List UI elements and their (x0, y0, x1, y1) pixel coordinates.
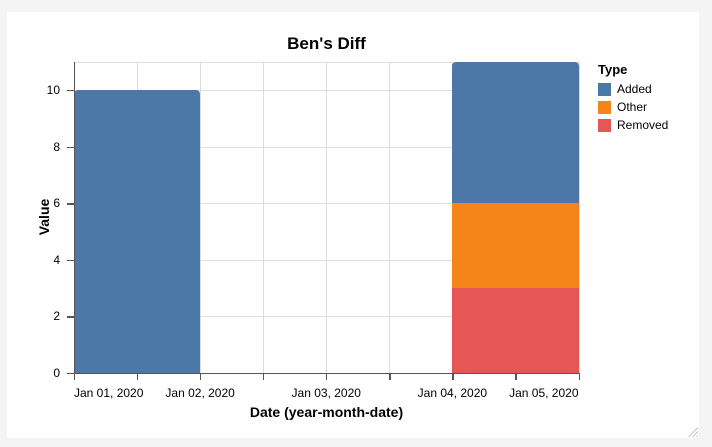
resize-grip-icon[interactable] (686, 425, 699, 438)
legend-swatch-other (598, 101, 611, 114)
x-gridline (389, 62, 391, 373)
y-tick-label: 0 (53, 366, 60, 380)
x-axis-tick (515, 374, 517, 380)
x-gridline (326, 62, 328, 373)
x-tick-label: Jan 03, 2020 (291, 386, 361, 400)
x-axis-domain (73, 373, 580, 375)
y-axis-domain (73, 62, 75, 374)
x-tick-label: Jan 01, 2020 (74, 386, 144, 400)
y-tick-label: 8 (53, 139, 60, 154)
y-axis-tick (67, 316, 74, 318)
x-axis-tick (326, 374, 328, 380)
x-axis-tick (263, 374, 265, 380)
legend-label: Other (617, 100, 648, 114)
y-axis-tick (67, 373, 74, 375)
y-axis-tick (67, 203, 74, 205)
x-axis-tick (74, 374, 76, 380)
y-axis-tick (67, 146, 74, 148)
y-tick-label: 4 (53, 252, 60, 267)
y-tick-label: 2 (53, 309, 60, 324)
x-tick-label: Jan 02, 2020 (165, 386, 235, 400)
x-tick-label: Jan 04, 2020 (417, 386, 488, 400)
x-axis-tick (137, 374, 139, 380)
x-gridline (200, 62, 202, 373)
y-axis-tick (67, 90, 74, 92)
legend-title: Type (598, 62, 628, 77)
x-axis-tick (200, 374, 202, 380)
x-axis-title: Date (year-month-date) (249, 404, 404, 420)
bar-segment-removed (452, 288, 579, 373)
legend-entry-added: Added (598, 83, 668, 96)
legend-label: Removed (617, 118, 669, 132)
y-tick-label: 10 (46, 83, 60, 98)
legend-swatch-added (598, 83, 611, 96)
y-axis-tick (67, 259, 74, 262)
legend-entries: Added Other Removed (598, 83, 668, 132)
x-gridline (263, 62, 265, 373)
legend: Type Added Other Removed (598, 62, 668, 137)
chart-title: Ben's Diff (287, 34, 366, 53)
x-axis-tick (578, 374, 580, 380)
legend-swatch-removed (598, 119, 611, 132)
legend-label: Added (617, 82, 652, 96)
bar-segment-other (452, 203, 579, 289)
x-axis-tick (389, 374, 391, 380)
legend-entry-removed: Removed (598, 119, 668, 132)
y-tick-label: 6 (53, 196, 60, 211)
x-tick-label: Jan 05, 2020 (509, 386, 579, 400)
x-axis-tick (452, 374, 454, 380)
bar-segment-added (74, 90, 201, 373)
legend-entry-other: Other (598, 101, 668, 114)
bar-segment-added (452, 62, 579, 204)
